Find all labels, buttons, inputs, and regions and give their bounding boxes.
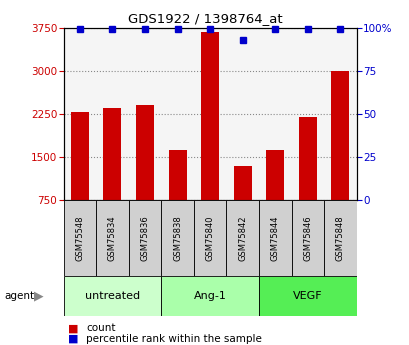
Bar	[103, 108, 121, 200]
Bar	[201, 32, 218, 200]
Bar	[258, 200, 291, 276]
Text: untreated: untreated	[85, 291, 139, 301]
Text: GSM75842: GSM75842	[238, 215, 247, 261]
Bar	[226, 200, 258, 276]
Text: ■: ■	[67, 334, 78, 344]
Text: GSM75846: GSM75846	[303, 215, 312, 261]
Text: count: count	[86, 324, 115, 333]
Bar	[63, 276, 161, 316]
Bar	[258, 276, 356, 316]
Bar	[128, 200, 161, 276]
Bar	[96, 200, 128, 276]
Text: GSM75548: GSM75548	[75, 215, 84, 261]
Text: GSM75836: GSM75836	[140, 215, 149, 261]
Text: agent: agent	[4, 291, 34, 301]
Bar	[136, 105, 153, 200]
Bar	[193, 200, 226, 276]
Text: Ang-1: Ang-1	[193, 291, 226, 301]
Bar	[71, 112, 89, 200]
Text: VEGF: VEGF	[292, 291, 322, 301]
Bar	[168, 150, 186, 200]
Bar	[330, 71, 348, 200]
Text: GSM75838: GSM75838	[173, 215, 182, 261]
Bar	[233, 166, 251, 200]
Text: GSM75834: GSM75834	[108, 215, 117, 261]
Bar	[298, 117, 316, 200]
Text: GDS1922 / 1398764_at: GDS1922 / 1398764_at	[127, 12, 282, 25]
Bar	[161, 200, 193, 276]
Bar	[161, 276, 258, 316]
Text: GSM75848: GSM75848	[335, 215, 344, 261]
Bar	[63, 200, 96, 276]
Text: GSM75844: GSM75844	[270, 215, 279, 261]
Bar	[266, 150, 283, 200]
Bar	[324, 200, 356, 276]
Text: ■: ■	[67, 324, 78, 333]
Text: GSM75840: GSM75840	[205, 215, 214, 261]
Text: percentile rank within the sample: percentile rank within the sample	[86, 334, 261, 344]
Text: ▶: ▶	[34, 289, 43, 302]
Bar	[291, 200, 324, 276]
